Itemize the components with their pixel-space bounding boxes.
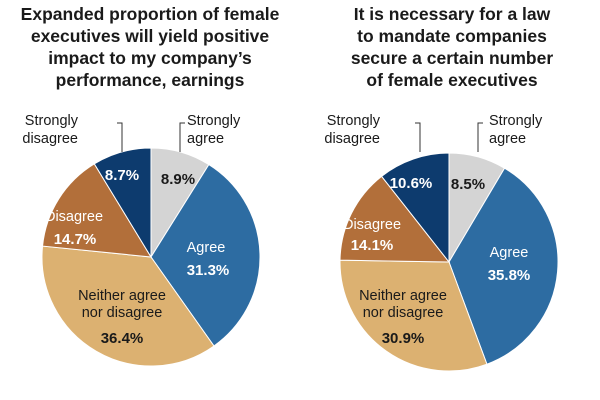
chart-title-line: executives will yield positive — [31, 26, 270, 46]
slice-label: Strongly — [327, 113, 381, 129]
pie-slice — [380, 152, 450, 264]
slice-value-label: 14.1% — [351, 237, 394, 254]
pie-slice — [41, 245, 215, 367]
slice-label: agree — [187, 131, 224, 147]
pie-slice — [448, 167, 559, 365]
slice-value-label: 8.9% — [161, 171, 195, 188]
slice-label: Strongly — [187, 113, 241, 129]
leader-line — [415, 122, 421, 152]
chart-title-line: Expanded proportion of female — [21, 4, 280, 24]
slice-value-label: 8.7% — [105, 167, 139, 184]
leader-line — [477, 122, 483, 152]
slice-label: agree — [489, 131, 526, 147]
chart-title-line: impact to my company’s — [48, 48, 252, 68]
slice-label: nor disagree — [82, 305, 163, 321]
slice-label: Agree — [187, 240, 226, 256]
pie-slice — [93, 147, 152, 259]
slice-value-label: 8.5% — [451, 176, 485, 193]
slice-value-label: 10.6% — [390, 175, 433, 192]
pie-slice — [150, 163, 261, 347]
slice-label: disagree — [22, 131, 78, 147]
pie-slice — [339, 175, 451, 263]
slice-label: Neither agree — [359, 288, 447, 304]
chart-title-line: performance, earnings — [56, 70, 245, 90]
slice-label: Agree — [490, 245, 529, 261]
slice-label: nor disagree — [363, 305, 444, 321]
slice-label: disagree — [324, 131, 380, 147]
leader-line — [117, 122, 123, 152]
pie-slice — [339, 259, 488, 372]
slice-value-label: 30.9% — [382, 330, 425, 347]
pie-chart-1: Expanded proportion of femaleexecutives … — [21, 4, 280, 367]
slice-value-label: 36.4% — [101, 330, 144, 347]
slice-label: Disagree — [343, 217, 401, 233]
chart-title-line: to mandate companies — [357, 26, 547, 46]
chart-title-line: secure a certain number — [351, 48, 553, 68]
chart-title-line: It is necessary for a law — [354, 4, 551, 24]
slice-value-label: 14.7% — [54, 231, 97, 248]
slice-label: Neither agree — [78, 288, 166, 304]
slice-value-label: 35.8% — [488, 267, 531, 284]
pie-slice — [42, 163, 152, 258]
chart-title-line: of female executives — [366, 70, 537, 90]
slice-label: Strongly — [489, 113, 543, 129]
slice-value-label: 31.3% — [187, 262, 230, 279]
slice-label: Disagree — [45, 209, 103, 225]
leader-line — [179, 122, 185, 152]
slice-label: Strongly — [25, 113, 79, 129]
